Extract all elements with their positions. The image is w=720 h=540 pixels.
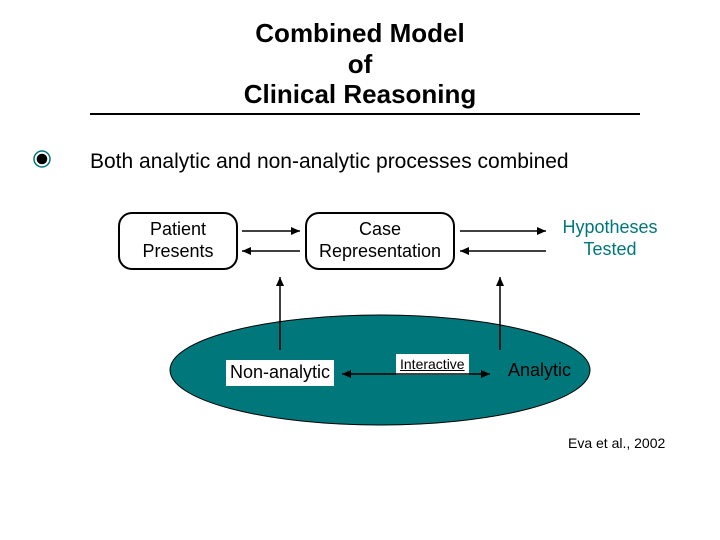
node-patient-line1: Patient (142, 219, 213, 241)
node-case-line1: Case (319, 219, 441, 241)
node-case-representation: Case Representation (305, 212, 455, 270)
node-hyp-line2: Tested (562, 239, 657, 261)
label-non-analytic: Non-analytic (226, 360, 334, 386)
node-patient-presents: Patient Presents (118, 212, 238, 270)
title-line-3: Clinical Reasoning (0, 79, 720, 110)
citation: Eva et al., 2002 (568, 435, 665, 451)
slide-title: Combined Model of Clinical Reasoning (0, 18, 720, 110)
node-case-line2: Representation (319, 241, 441, 263)
title-underline (90, 113, 640, 115)
node-hypotheses-tested: Hypotheses Tested (545, 210, 675, 268)
bullet-icon (33, 150, 51, 173)
label-analytic: Analytic (508, 360, 571, 382)
slide-root: Combined Model of Clinical Reasoning Bot… (0, 0, 720, 540)
label-interactive: Interactive (396, 354, 469, 375)
title-line-2: of (0, 49, 720, 80)
node-hyp-line1: Hypotheses (562, 217, 657, 239)
node-patient-line2: Presents (142, 241, 213, 263)
title-line-1: Combined Model (0, 18, 720, 49)
subheading: Both analytic and non-analytic processes… (90, 150, 569, 174)
